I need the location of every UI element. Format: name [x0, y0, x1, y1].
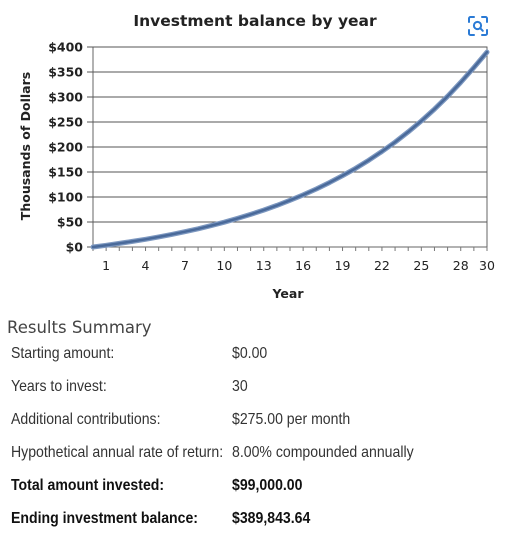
- additional-contributions-value: $275.00 per month: [232, 411, 351, 428]
- series-line: [91, 50, 489, 249]
- x-tick-label: 25: [413, 258, 429, 273]
- rate-of-return-label: Hypothetical annual rate of return:: [11, 444, 224, 461]
- x-axis-label: Year: [272, 286, 305, 301]
- total-invested-value: $99,000.00: [232, 477, 303, 494]
- y-tick-label: $50: [57, 215, 83, 230]
- additional-contributions-label: Additional contributions:: [11, 411, 161, 428]
- data-point: [302, 194, 304, 196]
- chart-grid: [92, 46, 488, 248]
- chart-title: Investment balance by year: [133, 12, 377, 30]
- data-point: [315, 188, 317, 190]
- balance-chart: Investment balance by year Thousands of …: [18, 12, 495, 301]
- y-tick-label: $150: [48, 165, 83, 180]
- y-tick-label: $0: [66, 240, 84, 255]
- data-point: [341, 175, 344, 177]
- series-line-halo: [90, 49, 490, 250]
- y-tick-label: $100: [48, 190, 83, 205]
- data-point: [223, 221, 225, 223]
- data-point: [131, 240, 133, 242]
- x-tick-label: 10: [216, 258, 232, 273]
- data-point: [118, 242, 120, 244]
- x-tick-label: 7: [181, 258, 189, 273]
- years-to-invest-value: 30: [232, 378, 248, 395]
- data-point: [210, 225, 212, 227]
- x-tick-label: 4: [142, 258, 150, 273]
- data-point: [250, 213, 252, 215]
- x-tick-label: 30: [479, 258, 495, 273]
- y-axis-label: Thousands of Dollars: [18, 72, 33, 220]
- data-point: [92, 246, 94, 248]
- results-summary-title: Results Summary: [7, 318, 152, 337]
- x-tick-label: 16: [295, 258, 311, 273]
- data-point: [486, 51, 488, 53]
- data-point: [394, 141, 396, 143]
- x-tick-label: 28: [453, 258, 469, 273]
- x-tick-label: 13: [256, 258, 272, 273]
- data-point: [447, 95, 449, 97]
- x-ticks: 1 4 7 10 13 16 19 22 25 28 30: [92, 247, 495, 273]
- starting-amount-value: $0.00: [232, 345, 268, 362]
- data-point: [144, 238, 147, 240]
- data-point: [197, 228, 199, 230]
- data-point: [355, 167, 357, 169]
- data-point: [236, 217, 239, 219]
- data-point: [276, 204, 278, 206]
- data-point: [171, 233, 173, 235]
- rate-of-return-value: 8.00% compounded annually: [232, 444, 414, 461]
- data-point: [433, 108, 436, 110]
- scan-magnify-icon[interactable]: [466, 14, 490, 38]
- data-point: [263, 209, 265, 211]
- data-point: [407, 131, 409, 133]
- data-point: [158, 236, 160, 238]
- x-tick-label: 19: [335, 258, 351, 273]
- ending-balance-label: Ending investment balance:: [11, 510, 198, 527]
- x-tick-label: 1: [102, 258, 110, 273]
- data-point: [381, 150, 383, 153]
- data-point: [184, 231, 186, 233]
- y-ticks: $0 $50 $100 $150 $200 $250 $300 $350 $400: [48, 40, 93, 255]
- data-point: [420, 120, 422, 122]
- y-tick-label: $300: [48, 90, 83, 105]
- data-point: [473, 66, 475, 69]
- series-group: [90, 49, 490, 250]
- total-invested-label: Total amount invested:: [11, 477, 165, 494]
- starting-amount-label: Starting amount:: [11, 345, 115, 362]
- y-tick-label: $200: [48, 140, 83, 155]
- x-tick-label: 22: [374, 258, 390, 273]
- data-point: [289, 199, 291, 201]
- years-to-invest-label: Years to invest:: [11, 378, 107, 395]
- ending-balance-value: $389,843.64: [232, 510, 311, 527]
- data-point: [328, 182, 330, 184]
- y-tick-label: $250: [48, 115, 83, 130]
- data-point: [368, 159, 370, 161]
- y-tick-label: $400: [48, 40, 83, 55]
- data-point: [460, 81, 462, 83]
- y-tick-label: $350: [48, 65, 83, 80]
- data-point: [105, 244, 107, 246]
